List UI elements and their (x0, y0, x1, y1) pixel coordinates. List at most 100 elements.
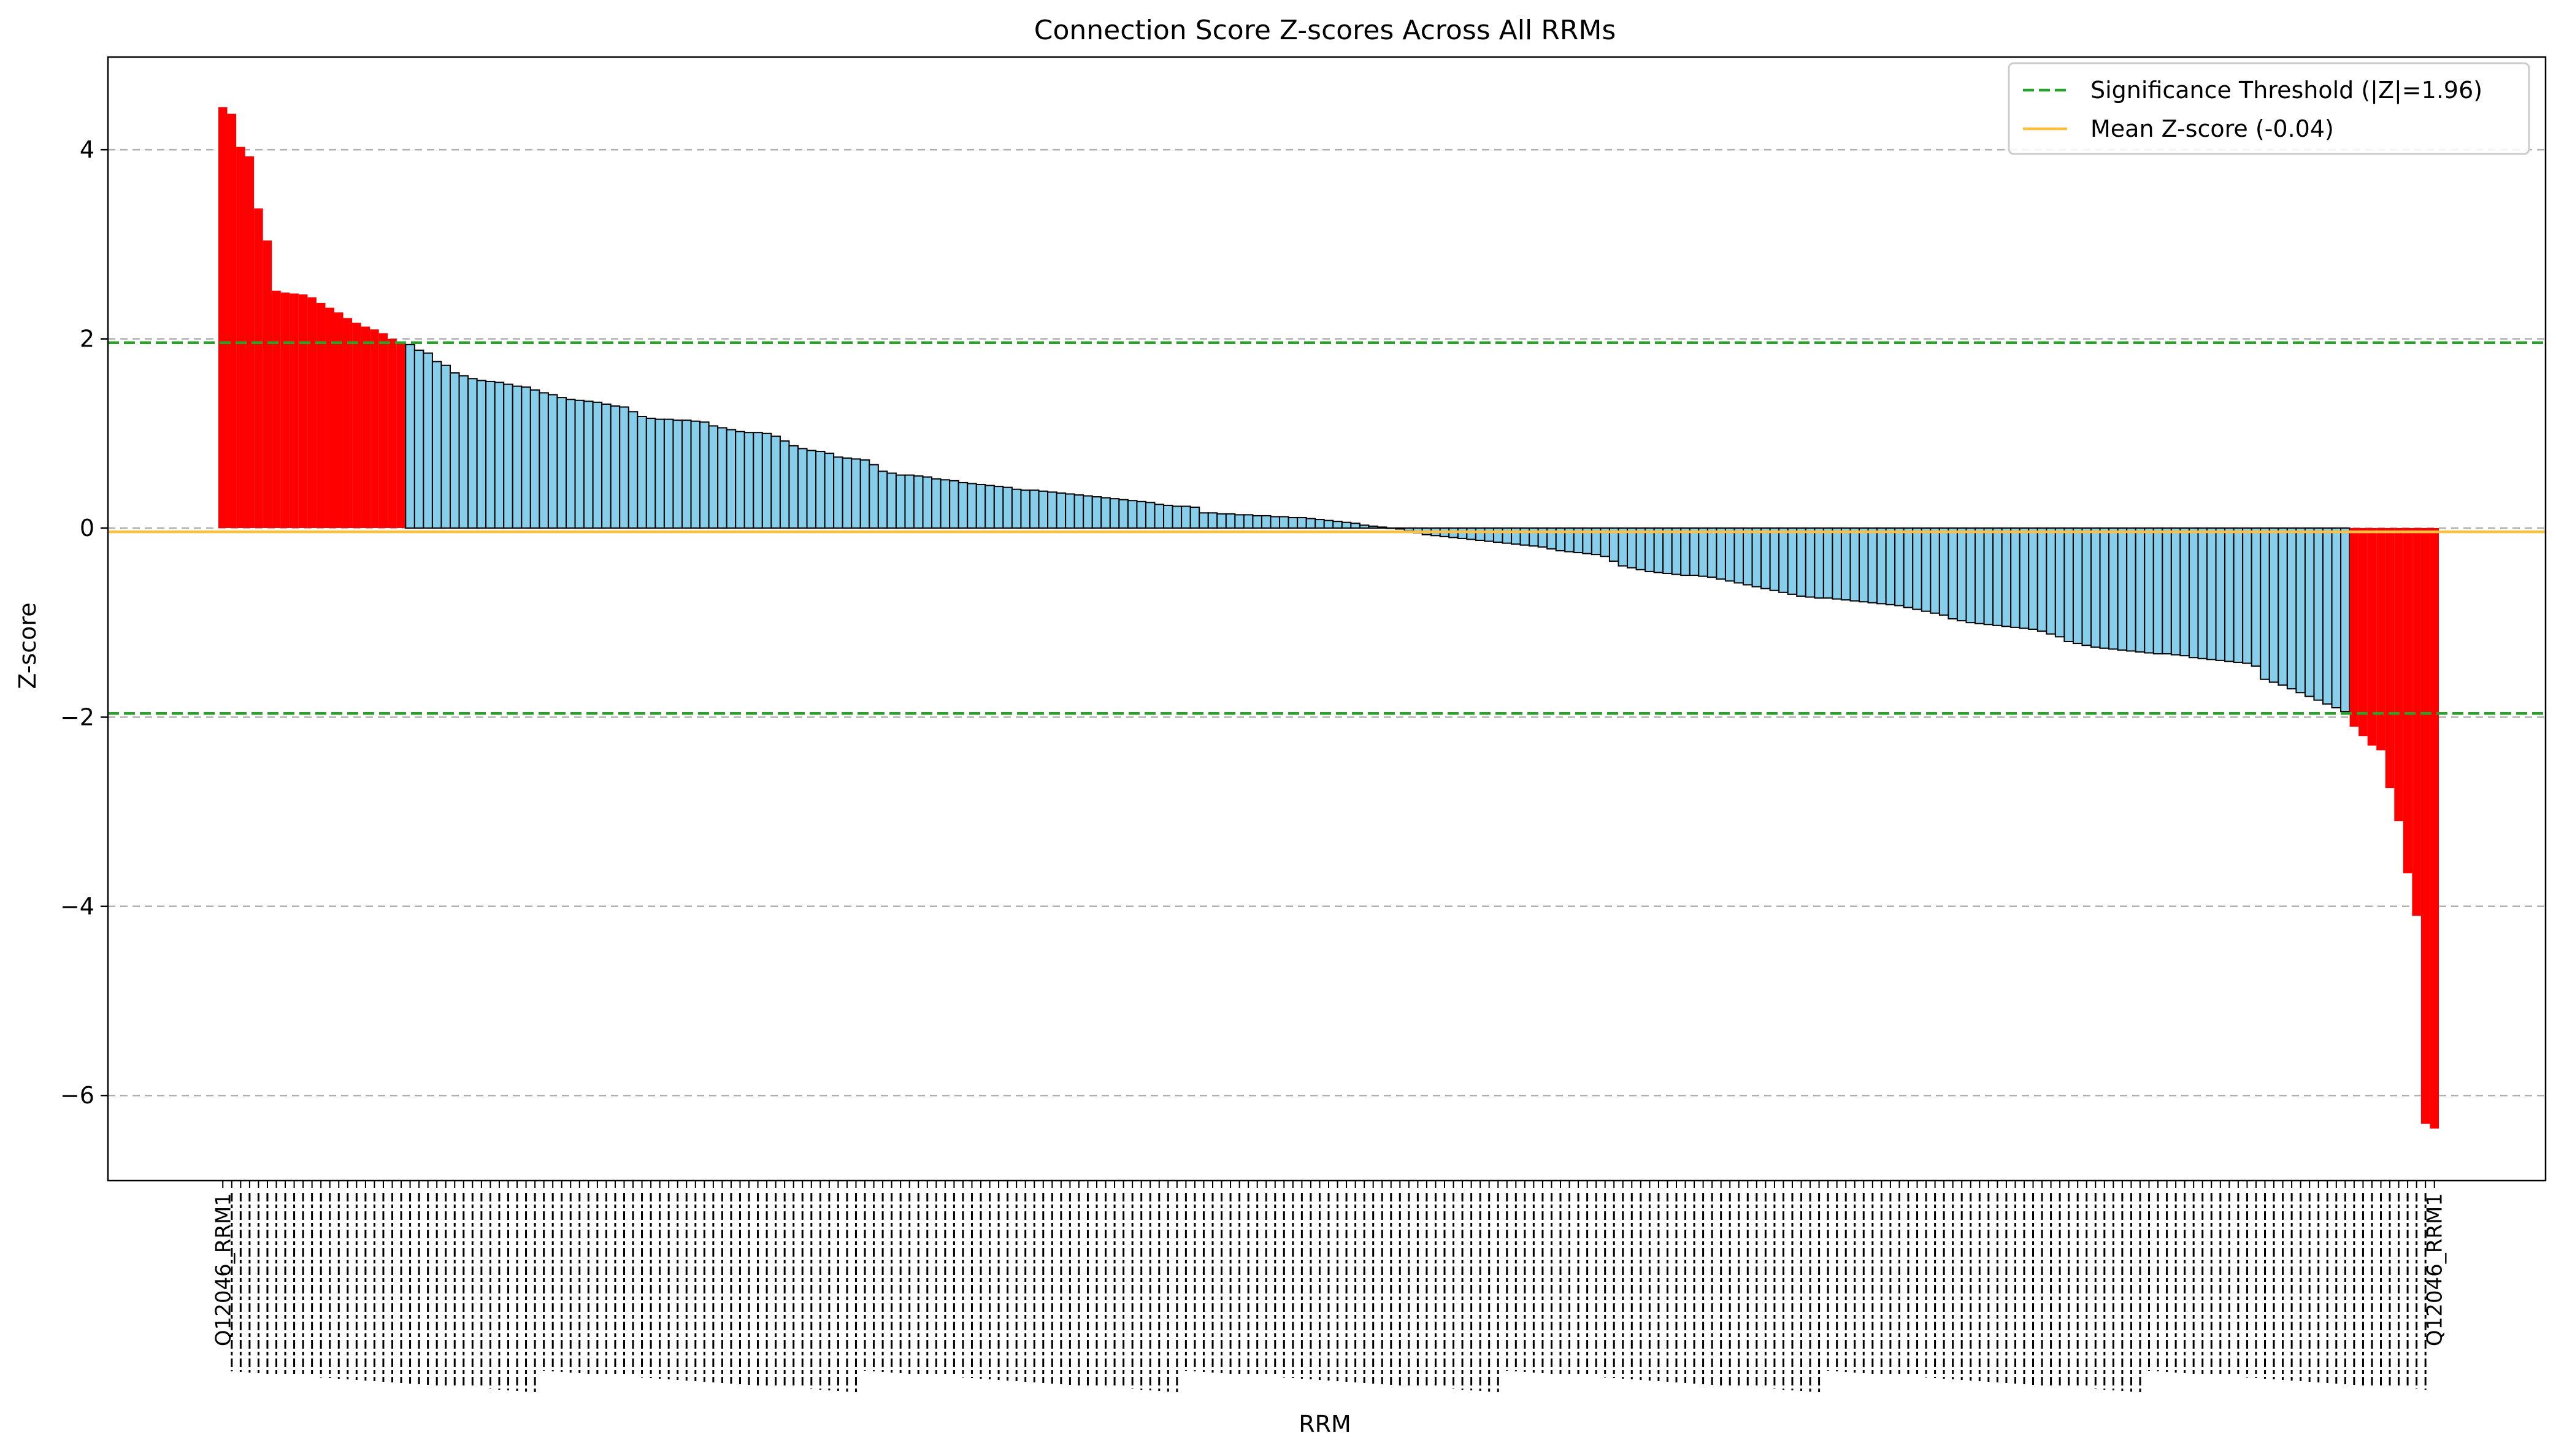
bar (2394, 527, 2403, 822)
bar (869, 464, 879, 529)
legend-box (2008, 62, 2530, 155)
bar (2135, 527, 2146, 653)
bar (2152, 527, 2163, 655)
bar (1716, 527, 1726, 580)
bar (2224, 527, 2235, 662)
bar (904, 474, 915, 529)
bar (503, 383, 513, 529)
bar (1002, 486, 1013, 529)
bar (1314, 519, 1325, 529)
x-tick-label-last: Q12046_RRM1 (2423, 1193, 2447, 1346)
bar (958, 481, 969, 529)
bar (2019, 527, 2030, 629)
bar (1903, 527, 1914, 608)
bar (405, 343, 415, 529)
y-tick-label: −4 (60, 893, 94, 920)
bar (1698, 527, 1708, 577)
bar (1760, 527, 1771, 589)
bar (2403, 527, 2412, 873)
bar (627, 411, 639, 529)
bar (833, 456, 843, 529)
bar (1056, 492, 1067, 529)
bar (2036, 527, 2047, 632)
bar (1867, 527, 1878, 603)
bar (512, 385, 523, 529)
bar (2242, 527, 2252, 664)
bar (476, 380, 487, 529)
bar (1145, 502, 1156, 529)
bar (2206, 527, 2217, 661)
bar (2349, 527, 2359, 727)
y-tick-label: 4 (80, 136, 94, 163)
bar (1189, 507, 1200, 529)
bar (1769, 527, 1780, 591)
bar (539, 392, 549, 529)
bar (788, 445, 799, 529)
bar (824, 453, 835, 529)
bar (574, 399, 585, 529)
bar (1100, 497, 1111, 529)
bar (663, 418, 674, 529)
bar (423, 352, 433, 529)
bar (227, 113, 237, 528)
bar (565, 399, 576, 529)
bar (449, 372, 460, 529)
bar (2367, 527, 2377, 746)
bar (2054, 527, 2065, 638)
bar (851, 458, 861, 529)
bar (352, 323, 361, 528)
bar (779, 440, 790, 529)
bar (743, 432, 754, 529)
bar (1653, 527, 1664, 573)
bar (1020, 489, 1030, 529)
bar (2170, 527, 2181, 656)
bar (1270, 516, 1281, 529)
bar (2063, 527, 2074, 643)
x-tick-group (222, 1181, 2435, 1188)
bar (2215, 527, 2226, 661)
bar (1965, 527, 1976, 624)
bar (1109, 498, 1120, 529)
bar (1992, 527, 2003, 626)
bar (1065, 493, 1075, 529)
x-tick-label-texture (231, 1193, 2427, 1392)
bar (2304, 527, 2315, 697)
bar (583, 400, 594, 529)
bar (592, 401, 603, 529)
bar (2028, 527, 2038, 630)
bar (699, 421, 710, 529)
bar (1091, 496, 1102, 529)
bar (619, 406, 629, 529)
bar (1127, 500, 1138, 529)
bar (815, 451, 826, 529)
bar (325, 307, 334, 528)
bar (2260, 527, 2270, 680)
bar (1243, 514, 1254, 529)
bar (1011, 488, 1022, 529)
y-tick-label: −6 (60, 1082, 94, 1109)
bar (1083, 495, 1093, 529)
bar (1840, 527, 1851, 601)
bar (1297, 516, 1307, 529)
bar (2144, 527, 2154, 654)
bar (1492, 527, 1503, 543)
bar (1279, 516, 1289, 529)
bar (806, 450, 817, 529)
bar (2278, 527, 2288, 686)
bar (361, 326, 370, 528)
bar (931, 478, 942, 529)
bar (2322, 527, 2333, 705)
bar (1849, 527, 1860, 602)
bar (1930, 527, 1940, 614)
bar (298, 294, 308, 528)
bar (610, 405, 621, 529)
bar (1305, 518, 1316, 529)
y-tick-label: 2 (80, 326, 94, 353)
bar (1921, 527, 1932, 612)
bar (753, 432, 763, 529)
bar (877, 470, 888, 529)
bar (547, 394, 558, 529)
bar (895, 474, 906, 529)
bar (370, 329, 379, 528)
